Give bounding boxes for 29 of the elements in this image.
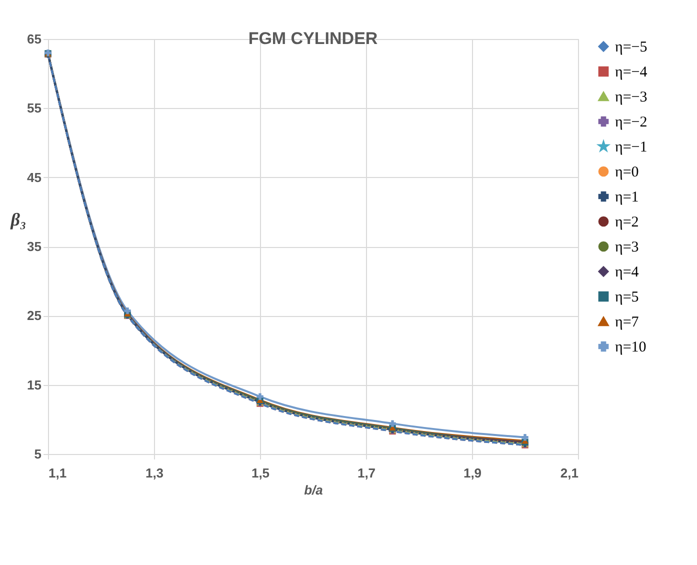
legend-label: η=7	[615, 314, 640, 330]
y-tick-label: 5	[34, 446, 42, 462]
legend-label: η=4	[615, 264, 640, 280]
legend-label: η=−3	[615, 90, 648, 106]
chart-title: FGM CYLINDER	[248, 29, 378, 48]
y-tick-label: 15	[27, 377, 42, 392]
x-tick-label: 1,7	[357, 466, 376, 480]
x-tick-label: 1,3	[145, 466, 164, 480]
legend-label: η=3	[615, 240, 639, 256]
x-axis-title: b/a	[304, 482, 323, 498]
legend-label: η=1	[615, 190, 639, 206]
legend-label: η=2	[615, 214, 639, 230]
y-tick-label: 65	[27, 32, 42, 46]
y-tick-label: 35	[27, 239, 42, 254]
legend-label: η=5	[615, 290, 639, 306]
x-tick-label: 1,9	[463, 466, 482, 480]
legend-label: η=10	[615, 340, 646, 356]
y-axis-title: β₃	[10, 210, 26, 230]
legend-label: η=−2	[615, 114, 648, 130]
x-tick-label: 1,1	[48, 466, 67, 480]
x-tick-label: 1,5	[251, 466, 270, 480]
legend-label: η=0	[615, 164, 639, 180]
y-tick-label: 55	[27, 100, 42, 116]
legend-label: η=−5	[615, 40, 648, 56]
y-tick-label: 45	[27, 170, 42, 185]
x-tick-label: 2,1	[560, 466, 578, 480]
legend-label: η=−1	[615, 140, 648, 156]
legend-label: η=−4	[615, 64, 648, 80]
y-tick-label: 25	[27, 308, 42, 324]
